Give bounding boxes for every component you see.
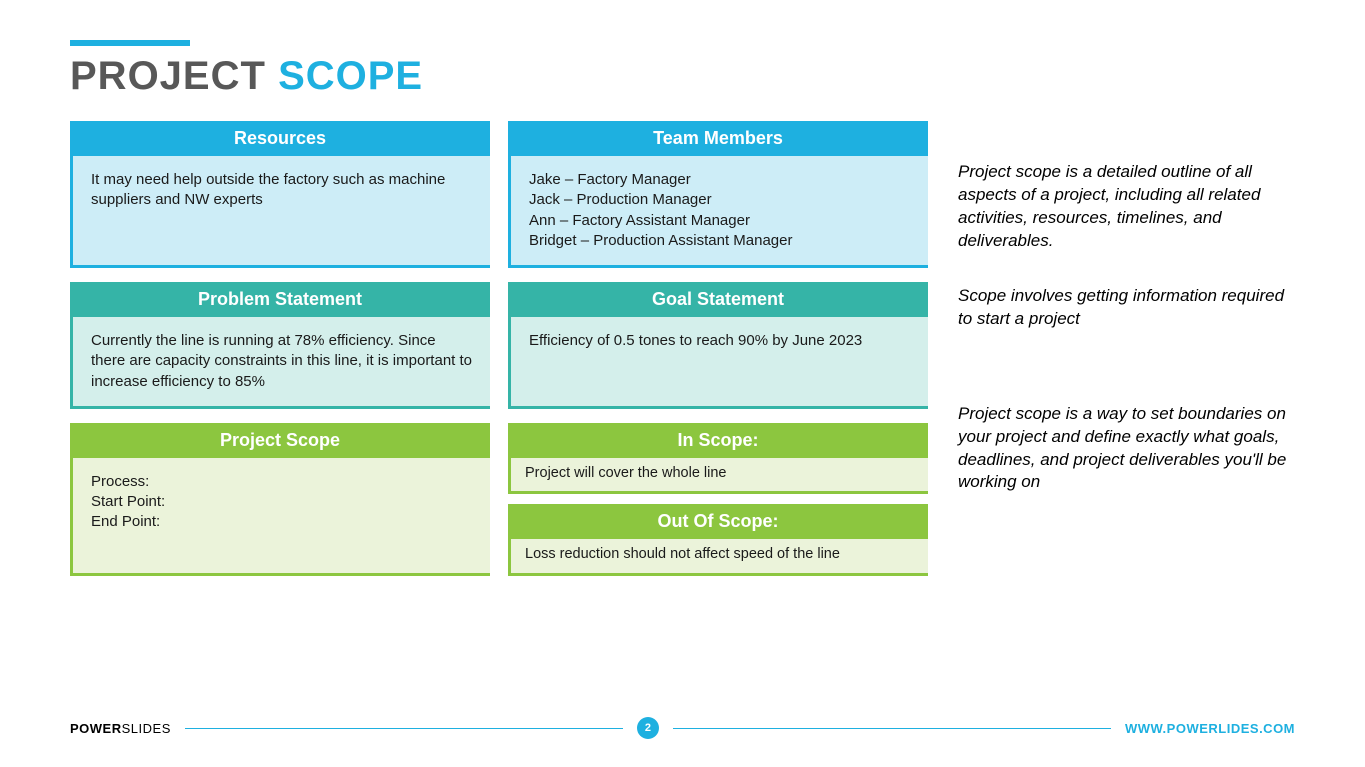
card-goal-head: Goal Statement <box>508 282 928 317</box>
card-out-scope-head: Out Of Scope: <box>508 504 928 539</box>
card-resources-head: Resources <box>70 121 490 156</box>
content-area: Resources It may need help outside the f… <box>70 121 1295 576</box>
card-team: Team Members Jake – Factory ManagerJack … <box>508 121 928 268</box>
sidebar-p2: Scope involves getting information requi… <box>958 285 1295 331</box>
footer-line-left <box>185 728 623 729</box>
site-url: WWW.POWERLIDES.COM <box>1125 721 1295 736</box>
footer-line-right <box>673 728 1111 729</box>
card-out-scope-body: Loss reduction should not affect speed o… <box>508 539 928 576</box>
card-problem: Problem Statement Currently the line is … <box>70 282 490 409</box>
footer: POWERSLIDES 2 WWW.POWERLIDES.COM <box>70 717 1295 739</box>
scope-line: End Point: <box>91 512 472 532</box>
card-goal: Goal Statement Efficiency of 0.5 tones t… <box>508 282 928 409</box>
page-number-badge: 2 <box>637 717 659 739</box>
brand-word-1: POWER <box>70 721 122 736</box>
slide: PROJECT SCOPE Resources It may need help… <box>0 0 1365 767</box>
accent-bar <box>70 40 190 46</box>
card-scope-body: Process:Start Point:End Point: <box>70 458 490 576</box>
team-member-line: Bridget – Production Assistant Manager <box>529 231 910 251</box>
card-in-scope: In Scope: Project will cover the whole l… <box>508 423 928 495</box>
sidebar-p1: Project scope is a detailed outline of a… <box>958 161 1295 253</box>
card-scope-right-group: In Scope: Project will cover the whole l… <box>508 423 928 576</box>
scope-line: Start Point: <box>91 492 472 512</box>
page-title: PROJECT SCOPE <box>70 54 1295 99</box>
team-member-line: Jake – Factory Manager <box>529 170 910 190</box>
card-grid: Resources It may need help outside the f… <box>70 121 928 576</box>
card-in-scope-head: In Scope: <box>508 423 928 458</box>
card-team-body: Jake – Factory ManagerJack – Production … <box>508 156 928 268</box>
card-resources-body: It may need help outside the factory suc… <box>70 156 490 268</box>
card-scope-head: Project Scope <box>70 423 490 458</box>
team-member-line: Jack – Production Manager <box>529 190 910 210</box>
brand-logo: POWERSLIDES <box>70 721 171 736</box>
team-member-line: Ann – Factory Assistant Manager <box>529 211 910 231</box>
card-problem-head: Problem Statement <box>70 282 490 317</box>
sidebar-p3: Project scope is a way to set boundaries… <box>958 403 1295 495</box>
card-problem-body: Currently the line is running at 78% eff… <box>70 317 490 409</box>
card-resources: Resources It may need help outside the f… <box>70 121 490 268</box>
card-scope: Project Scope Process:Start Point:End Po… <box>70 423 490 576</box>
sidebar-notes: Project scope is a detailed outline of a… <box>958 121 1295 576</box>
title-word-2: SCOPE <box>278 54 423 98</box>
title-word-1: PROJECT <box>70 54 266 98</box>
brand-word-2: SLIDES <box>122 721 171 736</box>
card-goal-body: Efficiency of 0.5 tones to reach 90% by … <box>508 317 928 409</box>
scope-line: Process: <box>91 472 472 492</box>
card-out-scope: Out Of Scope: Loss reduction should not … <box>508 504 928 576</box>
card-team-head: Team Members <box>508 121 928 156</box>
card-in-scope-body: Project will cover the whole line <box>508 458 928 495</box>
